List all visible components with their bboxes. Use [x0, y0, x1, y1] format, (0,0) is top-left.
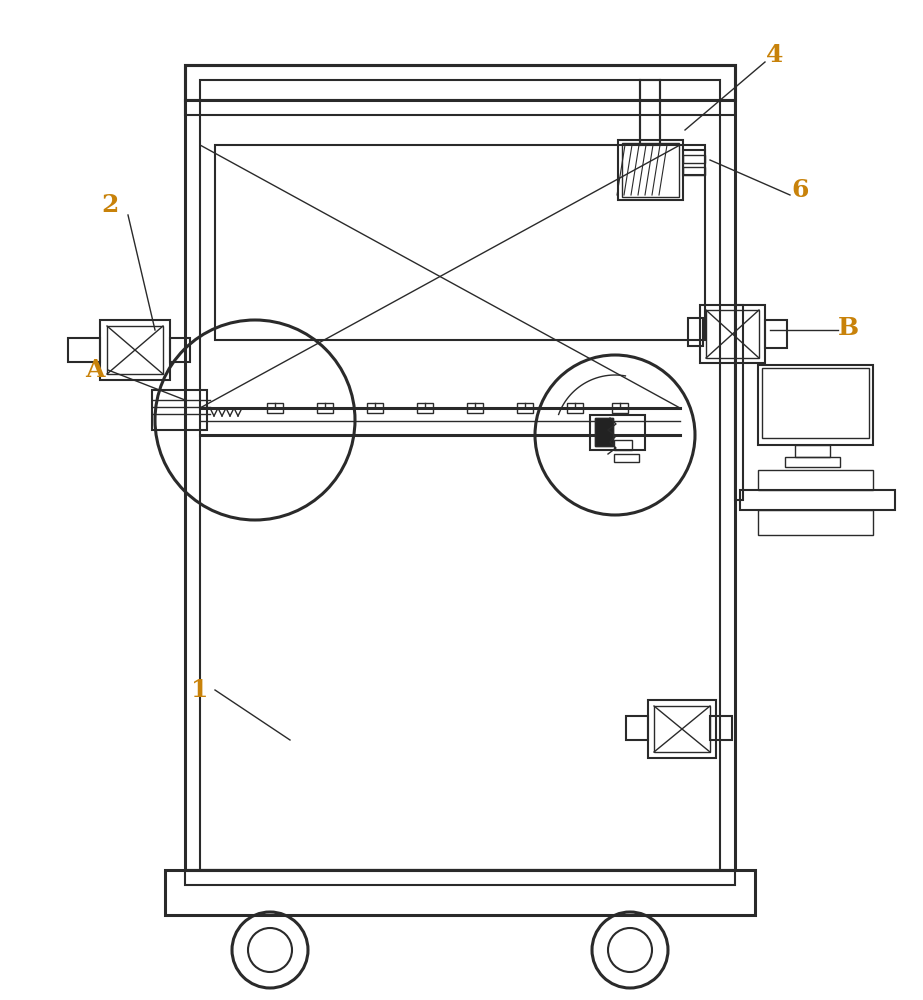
Bar	[467, 403, 483, 413]
Bar	[785, 457, 840, 467]
Bar	[758, 470, 873, 490]
Bar	[795, 445, 830, 457]
Bar	[762, 368, 869, 438]
Bar	[567, 403, 583, 413]
Text: 1: 1	[191, 678, 209, 702]
Bar	[683, 167, 705, 175]
Bar	[683, 155, 705, 163]
Bar	[317, 403, 333, 413]
Bar	[590, 415, 645, 450]
Bar	[740, 490, 895, 510]
Bar	[170, 338, 190, 362]
Bar	[267, 403, 283, 413]
Bar	[710, 716, 732, 740]
Text: 6: 6	[791, 178, 809, 202]
Bar	[648, 700, 716, 758]
Bar	[200, 80, 720, 870]
Bar	[367, 403, 383, 413]
Bar	[185, 65, 735, 870]
Bar	[688, 318, 703, 346]
Bar	[215, 145, 705, 340]
Bar	[700, 305, 765, 363]
Bar	[107, 326, 163, 374]
Bar	[417, 403, 433, 413]
Bar	[152, 390, 207, 430]
Bar	[612, 403, 628, 413]
Bar	[165, 870, 755, 915]
Text: 2: 2	[102, 193, 119, 217]
Bar	[654, 706, 710, 752]
Bar	[100, 320, 170, 380]
Bar	[758, 510, 873, 535]
Text: 4: 4	[766, 43, 784, 67]
Bar	[706, 310, 759, 358]
Bar	[595, 418, 613, 446]
Bar	[68, 338, 100, 362]
Bar	[622, 143, 679, 197]
Bar	[185, 65, 735, 100]
Bar	[640, 80, 660, 145]
Text: B: B	[837, 316, 858, 340]
Bar	[735, 305, 743, 500]
Bar	[185, 100, 735, 115]
Bar	[626, 716, 648, 740]
Bar	[618, 140, 683, 200]
Bar	[185, 870, 735, 885]
Text: A: A	[85, 358, 104, 382]
Bar	[758, 365, 873, 445]
Bar	[614, 454, 639, 462]
Bar	[517, 403, 533, 413]
Bar	[614, 440, 632, 450]
Bar	[595, 418, 613, 446]
Bar	[683, 150, 705, 175]
Bar	[765, 320, 787, 348]
